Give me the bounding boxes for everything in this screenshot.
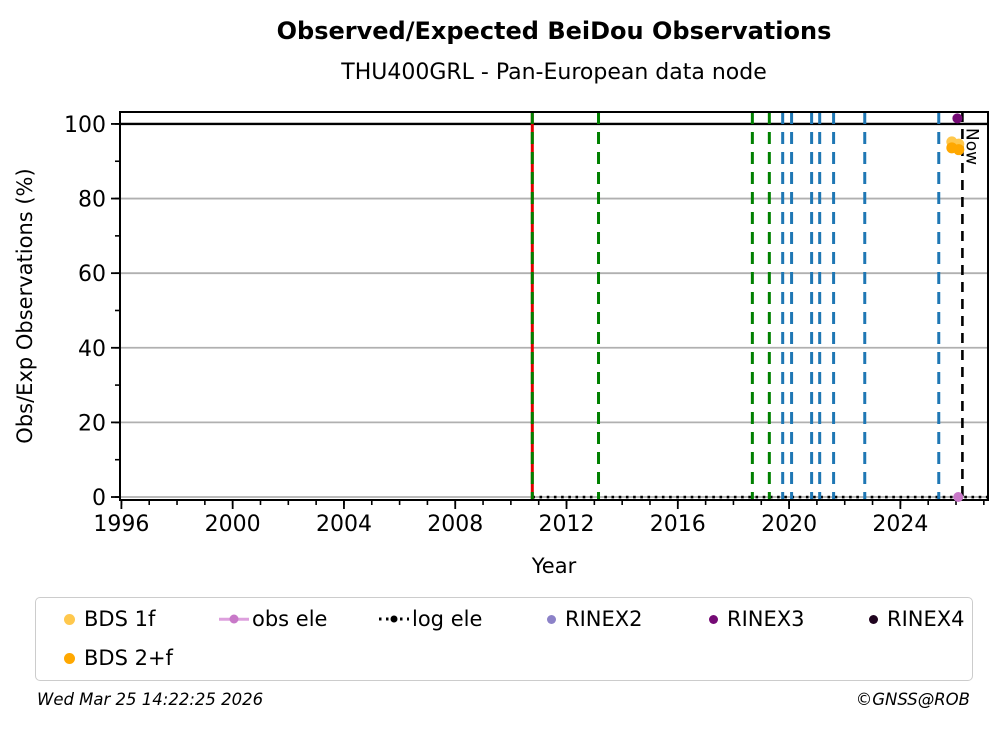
chart-subtitle: THU400GRL - Pan-European data node: [341, 60, 767, 85]
now-label: Now: [961, 128, 981, 165]
x-tick-label: 2008: [427, 512, 483, 537]
y-tick-label: 40: [78, 337, 106, 362]
data-point-obs-ele: [953, 492, 964, 503]
legend-label: RINEX4: [887, 607, 965, 631]
legend-label: obs ele: [252, 607, 328, 631]
legend-item-rinex4: RINEX4: [863, 606, 965, 632]
y-tick-label: 80: [78, 188, 106, 213]
legend-marker-line: [379, 612, 409, 626]
x-tick-label: 2016: [650, 512, 706, 537]
x-axis-label: Year: [531, 554, 577, 578]
chart-plot-area: 1996 2000 2004 2008 2012 2016 2020 2024 0 20 40 60 8…: [13, 111, 989, 578]
x-tick-label: 2012: [539, 512, 595, 537]
legend-marker-dot: [869, 614, 878, 624]
legend-label: RINEX3: [727, 607, 805, 631]
x-tick-label: 2024: [872, 512, 928, 537]
legend-marker-dot: [64, 652, 75, 664]
data-point-rinex3: [952, 113, 963, 124]
timestamp-text: Wed Mar 25 14:22:25 2026: [37, 690, 264, 709]
legend-label: BDS 2+f: [84, 646, 173, 670]
legend-item-rinex3: RINEX3: [703, 606, 805, 632]
y-axis-label: Obs/Exp Observations (%): [13, 168, 37, 443]
y-tick-label: 0: [92, 486, 106, 511]
legend-item-rinex2: RINEX2: [541, 606, 643, 632]
legend-item-bds-1f: BDS 1f: [58, 606, 155, 632]
y-tick-label: 60: [78, 262, 106, 287]
x-tick-label: 2020: [761, 512, 817, 537]
legend-marker-dot: [709, 614, 718, 624]
y-tick-label: 100: [64, 113, 106, 138]
legend-label: RINEX2: [565, 607, 643, 631]
plot-frame: [119, 111, 989, 501]
data-point-bds-2-f: [953, 144, 965, 156]
legend-label: log ele: [412, 607, 483, 631]
x-tick-label: 1996: [93, 512, 149, 537]
chart-legend: BDS 1f obs ele log ele RINEX2 RINEX3 RINEX4 BD…: [35, 597, 973, 681]
x-tick-label: 2004: [316, 512, 372, 537]
legend-item-log-ele: log ele: [379, 606, 482, 632]
legend-marker-dot: [64, 613, 75, 625]
legend-item-obs-ele: obs ele: [219, 606, 327, 632]
chart-title: Observed/Expected BeiDou Observations: [276, 17, 832, 45]
legend-marker-dot: [547, 614, 556, 624]
legend-item-bds-2-f: BDS 2+f: [58, 645, 173, 671]
y-tick-label: 20: [78, 411, 106, 436]
copyright-text: ©GNSS@ROB: [855, 690, 970, 709]
x-tick-label: 2000: [205, 512, 261, 537]
legend-label: BDS 1f: [84, 607, 156, 631]
legend-marker-line: [219, 612, 249, 626]
